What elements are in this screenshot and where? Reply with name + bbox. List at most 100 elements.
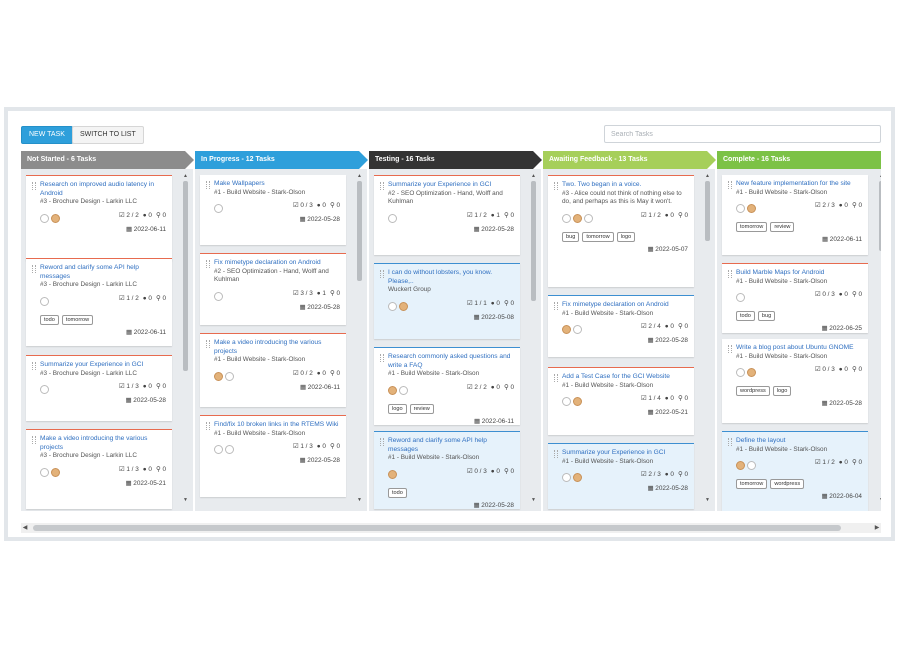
avatar[interactable] <box>40 467 49 477</box>
task-title[interactable]: Reword and clarify some API help message… <box>40 264 139 280</box>
task-title[interactable]: Make a video introducing the various pro… <box>214 339 322 355</box>
avatar[interactable] <box>736 461 745 471</box>
avatar[interactable] <box>736 204 745 214</box>
switch-to-list-button[interactable]: SWITCH TO LIST <box>72 126 144 144</box>
task-title[interactable]: Research on improved audio latency in An… <box>40 181 154 197</box>
avatar[interactable] <box>225 445 234 455</box>
column-scrollbar[interactable]: ▲▼ <box>356 173 363 503</box>
task-card[interactable]: Write a blog post about Ubuntu GNOME #1 -… <box>722 339 868 423</box>
column-scroll-thumb[interactable] <box>531 181 536 301</box>
task-title[interactable]: I can do without lobsters, you know. Ple… <box>388 269 493 285</box>
tag-badge[interactable]: wordpress <box>736 386 770 396</box>
task-card[interactable]: Make a video introducing the various pro… <box>200 333 346 407</box>
avatar[interactable] <box>562 325 571 335</box>
avatar[interactable] <box>573 213 582 223</box>
task-title[interactable]: New feature implementation for the site <box>736 180 851 187</box>
tag-badge[interactable]: wordpress <box>770 479 805 489</box>
drag-handle-icon[interactable] <box>554 450 558 458</box>
drag-handle-icon[interactable] <box>554 182 558 190</box>
scroll-right-icon[interactable]: ▶ <box>874 525 880 531</box>
scroll-down-icon[interactable]: ▼ <box>705 497 710 503</box>
scroll-down-icon[interactable]: ▼ <box>878 497 881 503</box>
drag-handle-icon[interactable] <box>32 362 36 370</box>
tag-badge[interactable]: tomorrow <box>736 479 768 489</box>
horizontal-scrollbar[interactable]: ◀ ▶ <box>21 523 881 533</box>
drag-handle-icon[interactable] <box>32 182 36 190</box>
drag-handle-icon[interactable] <box>206 422 210 430</box>
tag-badge[interactable]: logo <box>772 386 792 396</box>
drag-handle-icon[interactable] <box>380 354 384 362</box>
avatar[interactable] <box>573 473 582 483</box>
avatar[interactable] <box>399 301 408 311</box>
drag-handle-icon[interactable] <box>206 181 210 189</box>
new-task-button[interactable]: NEW TASK <box>21 126 73 144</box>
scroll-up-icon[interactable]: ▲ <box>878 173 881 179</box>
avatar[interactable] <box>736 293 745 303</box>
task-title[interactable]: Make Wallpapers <box>214 180 265 187</box>
drag-handle-icon[interactable] <box>728 345 732 353</box>
task-title[interactable]: Reword and clarify some API help message… <box>388 437 487 453</box>
task-title[interactable]: Fix mimetype declaration on Android <box>562 301 669 308</box>
task-card[interactable]: Reword and clarify some API help message… <box>26 258 172 346</box>
search-tasks-input[interactable] <box>604 125 881 143</box>
drag-handle-icon[interactable] <box>380 438 384 446</box>
tag-badge[interactable]: todo <box>736 311 755 321</box>
task-card[interactable]: Find/fix 10 broken links in the RTEMS Wi… <box>200 415 346 497</box>
scroll-up-icon[interactable]: ▲ <box>705 173 710 179</box>
avatar[interactable] <box>388 469 397 479</box>
scroll-up-icon[interactable]: ▲ <box>531 173 536 179</box>
task-card[interactable]: Build Marble Maps for Android #1 - Build … <box>722 263 868 333</box>
avatar[interactable] <box>562 473 571 483</box>
column-scroll-thumb[interactable] <box>183 181 188 371</box>
scroll-down-icon[interactable]: ▼ <box>531 497 536 503</box>
drag-handle-icon[interactable] <box>728 270 732 278</box>
drag-handle-icon[interactable] <box>380 182 384 190</box>
avatar[interactable] <box>573 325 582 335</box>
task-title[interactable]: Summarize your Experience in GCI <box>562 449 666 456</box>
task-title[interactable]: Summarize your Experience in GCI <box>388 181 492 188</box>
task-title[interactable]: Summarize your Experience in GCI <box>40 361 144 368</box>
column-scroll-thumb[interactable] <box>879 181 881 251</box>
tag-badge[interactable]: logo <box>388 403 407 414</box>
task-title[interactable]: Two. Two began in a voice. <box>562 181 642 188</box>
avatar[interactable] <box>40 213 49 223</box>
scroll-up-icon[interactable]: ▲ <box>357 173 362 179</box>
horizontal-scroll-thumb[interactable] <box>33 525 841 531</box>
task-card[interactable]: Fix mimetype declaration on Android #1 - … <box>548 295 694 357</box>
column-scrollbar[interactable]: ▲▼ <box>704 173 711 503</box>
task-card[interactable]: Make Wallpapers #1 - Build Website - Star… <box>200 175 346 245</box>
tag-badge[interactable]: review <box>409 403 434 414</box>
drag-handle-icon[interactable] <box>554 302 558 310</box>
avatar[interactable] <box>573 397 582 407</box>
drag-handle-icon[interactable] <box>728 438 732 446</box>
task-title[interactable]: Write a blog post about Ubuntu GNOME <box>736 344 854 351</box>
task-card[interactable]: Make a video introducing the various pro… <box>26 429 172 509</box>
column-scrollbar[interactable]: ▲▼ <box>182 173 189 503</box>
avatar[interactable] <box>51 467 60 477</box>
drag-handle-icon[interactable] <box>728 181 732 189</box>
drag-handle-icon[interactable] <box>206 340 210 348</box>
task-card[interactable]: Research commonly asked questions and wr… <box>374 347 520 425</box>
task-card[interactable]: Add a Test Case for the GCI Website #1 - … <box>548 367 694 435</box>
avatar[interactable] <box>584 213 593 223</box>
avatar[interactable] <box>562 213 571 223</box>
task-card[interactable]: New feature implementation for the site #… <box>722 175 868 255</box>
tag-badge[interactable]: bug <box>757 311 776 321</box>
avatar[interactable] <box>399 385 408 395</box>
scroll-up-icon[interactable]: ▲ <box>183 173 188 179</box>
scroll-down-icon[interactable]: ▼ <box>357 497 362 503</box>
tag-badge[interactable]: tomorrow <box>61 314 94 325</box>
column-scrollbar[interactable]: ▲▼ <box>530 173 537 503</box>
task-title[interactable]: Find/fix 10 broken links in the RTEMS Wi… <box>214 421 339 428</box>
drag-handle-icon[interactable] <box>206 260 210 268</box>
task-title[interactable]: Build Marble Maps for Android <box>736 269 825 276</box>
avatar[interactable] <box>747 461 756 471</box>
task-card[interactable]: Two. Two began in a voice. #3 - Alice cou… <box>548 175 694 287</box>
avatar[interactable] <box>388 213 397 223</box>
scroll-left-icon[interactable]: ◀ <box>22 525 28 531</box>
drag-handle-icon[interactable] <box>554 374 558 382</box>
avatar[interactable] <box>388 385 397 395</box>
column-scrollbar[interactable]: ▲▼ <box>878 173 881 503</box>
task-title[interactable]: Add a Test Case for the GCI Website <box>562 373 670 380</box>
avatar[interactable] <box>40 296 49 306</box>
